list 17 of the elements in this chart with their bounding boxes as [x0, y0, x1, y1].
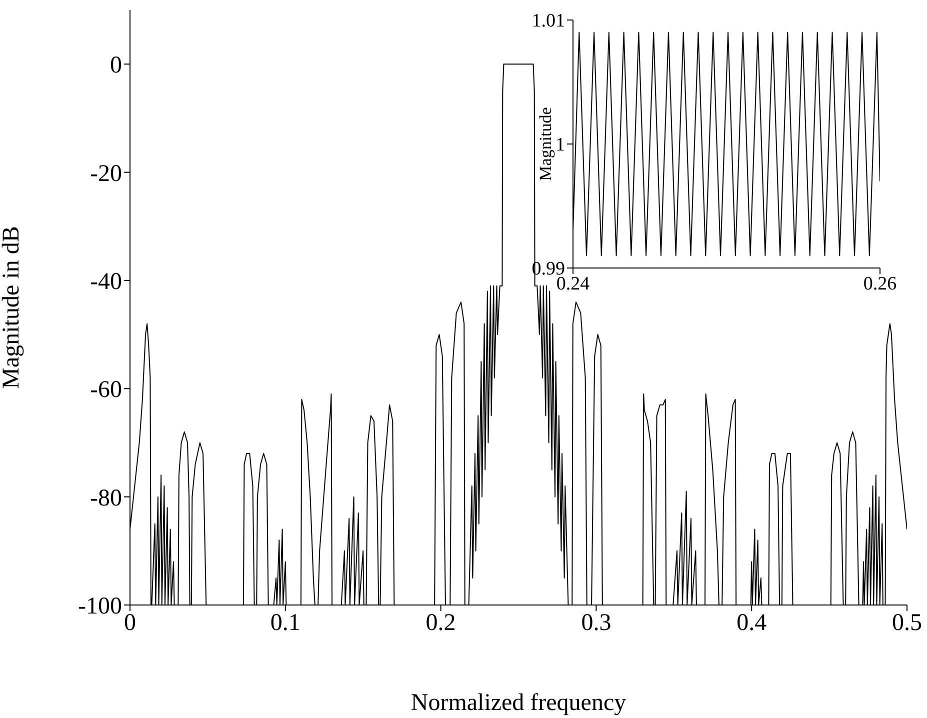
y-tick-label: 0 [110, 52, 122, 79]
y-tick-label: 1.01 [532, 10, 565, 32]
y-tick-label: 1 [556, 134, 565, 156]
y-axis-title: Magnitude [536, 107, 556, 181]
x-tick-label: 0.4 [736, 610, 767, 636]
y-tick-label: -80 [90, 485, 122, 512]
x-axis-title: Normalized frequency [410, 690, 626, 716]
y-tick-label: -100 [78, 594, 122, 620]
x-tick-label: 0.5 [892, 610, 922, 636]
y-tick-label: -60 [90, 377, 122, 404]
y-tick-label: -20 [90, 160, 122, 187]
x-tick-label: 0.26 [863, 273, 897, 294]
y-tick-label: -40 [90, 268, 122, 295]
x-tick-label: 0.3 [581, 610, 612, 636]
y-axis-title: Magnitude in dB [0, 226, 25, 389]
x-tick-label: 0.1 [270, 610, 300, 636]
x-tick-label: 0.2 [426, 610, 456, 636]
